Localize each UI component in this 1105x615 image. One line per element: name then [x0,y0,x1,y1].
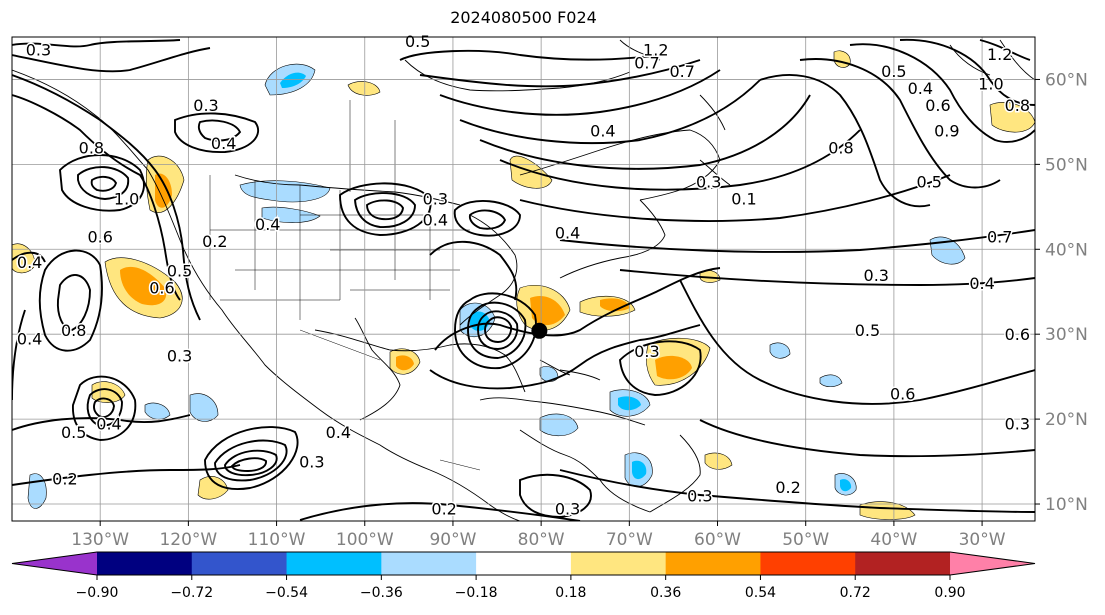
contour-label: 0.3 [555,499,580,518]
contour-label: 0.5 [881,62,906,81]
lon-tick-label: 110°W [248,530,306,550]
contour-label: 0.6 [925,96,950,115]
colorbar-tick-label: 0.36 [650,585,681,601]
map-title: 2024080500 F024 [450,8,597,27]
contour-label: 0.4 [969,274,994,293]
contour-label: 0.3 [687,487,712,506]
colorbar-tick-label: 0.54 [745,585,776,601]
contour-label: 1.2 [987,45,1012,64]
contour-label: 0.5 [61,423,86,442]
contour-label: 1.0 [978,75,1003,94]
colorbar-extend-high [950,552,1035,575]
contour-label: 0.4 [423,211,448,230]
contour-label: 0.3 [167,346,192,365]
contour-label: 0.6 [149,278,174,297]
contour-label: 0.9 [934,121,959,140]
contour-label: 0.3 [1005,414,1030,433]
colorbar-tick-label: 0.90 [934,585,965,601]
contour-label: 0.4 [96,414,121,433]
colorbar: −0.90 −0.72 −0.54 −0.36 −0.18 0.18 0.36 0.54 0.7… [11,551,1036,601]
lat-tick-label: 10°N [1045,495,1088,515]
colorbar-segment [286,552,382,575]
contour-label: 0.6 [890,385,915,404]
lon-tick-label: 50°W [782,530,829,550]
lon-tick-label: 60°W [694,530,741,550]
colorbar-tick-label: 0.72 [840,585,871,601]
contour-labels: 0.3 0.5 1.20.7 0.7 0.50.41.21.00.80.60.90.30… [15,31,1031,520]
contours [12,38,1035,521]
storm-center-marker [531,322,548,339]
contour-label: 0.8 [1005,96,1030,115]
lat-tick-label: 30°N [1045,325,1088,345]
contour-label: 0.3 [423,189,448,208]
contour-label: 0.3 [26,41,51,60]
lon-tick-label: 30°W [959,530,1006,550]
contour-label: 0.7 [670,62,695,81]
contour-label: 0.5 [405,32,430,51]
colorbar-tick-label: 0.18 [555,585,586,601]
contour-label: 0.5 [916,172,941,191]
lon-tick-label: 70°W [606,530,653,550]
contour-label: 0.6 [87,228,112,247]
lon-tick-label: 130°W [71,530,129,550]
map-frame [11,36,1036,522]
contour-label: 0.4 [17,253,42,272]
lat-tick-label: 60°N [1045,70,1088,90]
contour-label: 0.5 [855,321,880,340]
colorbar-tick-label: −0.54 [265,585,308,601]
contour-label: 0.8 [61,321,86,340]
contour-label: 0.8 [828,138,853,157]
contour-label: 0.4 [555,223,580,242]
lon-tick-label: 100°W [336,530,394,550]
colorbar-segment [665,552,761,575]
colorbar-segment [97,552,193,575]
contour-label: 0.7 [987,228,1012,247]
political-borders [209,100,481,471]
colorbar-tick-label: −0.72 [170,585,213,601]
lon-tick-label: 120°W [159,530,217,550]
contour-label: 0.3 [299,453,324,472]
contour-label: 0.4 [908,79,933,98]
lat-tick-label: 50°N [1045,155,1088,175]
colorbar-segment [476,552,572,575]
contour-label: 0.1 [731,189,756,208]
colorbar-tick-label: −0.90 [76,585,119,601]
lat-tick-label: 40°N [1045,240,1088,260]
colorbar-segment [855,552,951,575]
colorbar-extend-low [12,552,97,575]
contour-label: 0.4 [590,121,615,140]
contour-label: 0.2 [52,470,77,489]
lat-tick-label: 20°N [1045,410,1088,430]
colorbar-segment [760,552,856,575]
longitude-axis: 130°W 120°W 110°W 100°W 90°W 80°W 70°W 60°W 50°W… [71,521,1006,550]
lon-tick-label: 80°W [518,530,565,550]
contour-label: 0.6 [1005,325,1030,344]
lon-tick-label: 40°W [870,530,917,550]
contour-label: 0.2 [202,232,227,251]
colorbar-segment [191,552,288,575]
colorbar-segment [570,552,667,575]
contour-label: 1.2 [643,41,668,60]
contour-label: 0.2 [431,499,456,518]
colorbar-tick-label: −0.18 [455,585,498,601]
colorbar-tick-label: −0.36 [360,585,403,601]
contour-label: 0.4 [326,423,351,442]
latitude-axis: 60°N 50°N 40°N 30°N 20°N 10°N [1035,70,1088,515]
contour-label: 0.4 [17,329,42,348]
contour-label: 0.3 [193,96,218,115]
contour-label: 0.7 [634,53,659,72]
contour-label: 0.2 [775,478,800,497]
contour-label: 0.3 [864,266,889,285]
colorbar-segment [381,552,477,575]
contour-label: 0.4 [255,215,280,234]
contour-label: 0.5 [167,262,192,281]
contour-label: 0.3 [634,342,659,361]
contour-label: 0.4 [211,134,236,153]
contour-label: 0.8 [79,138,104,157]
lon-tick-label: 90°W [429,530,476,550]
contour-label: 0.3 [696,172,721,191]
contour-label: 1.0 [114,189,139,208]
